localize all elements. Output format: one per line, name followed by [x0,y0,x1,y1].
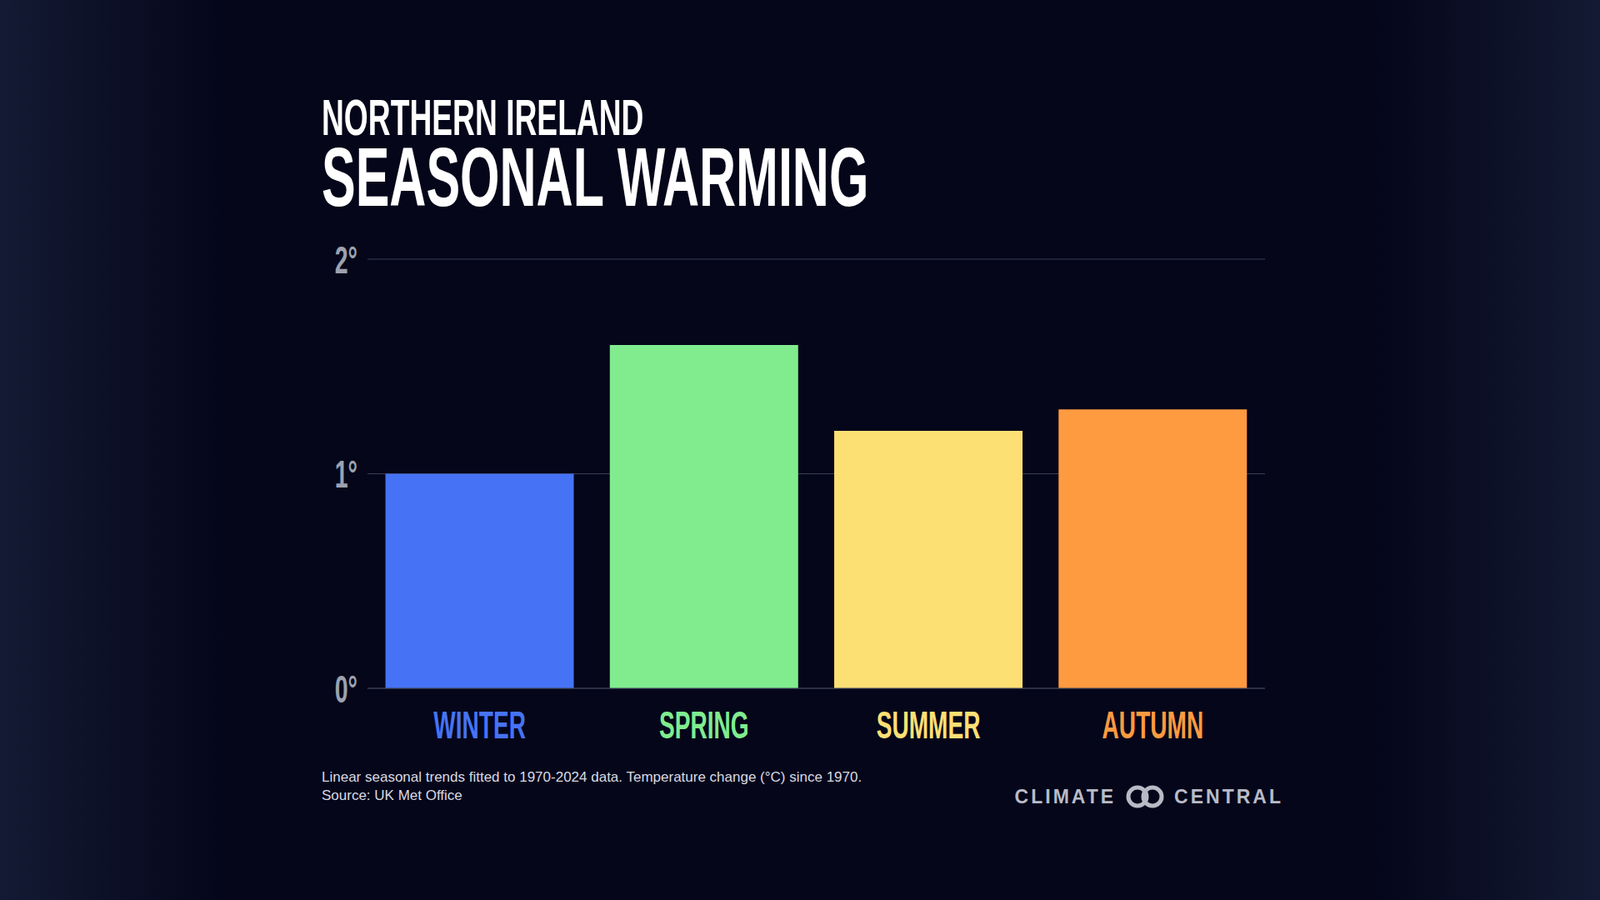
html-text:Source: UK Met Office: Source: UK Met Office [321,787,463,804]
svg-text:1°: 1° [335,452,358,496]
html-text:CLIMATE: CLIMATE [1014,785,1116,808]
svg-text:0°: 0° [335,666,358,710]
html-text:NORTHERN IRELAND: NORTHERN IRELAND [321,88,644,146]
html-text:SEASONAL WARMING: SEASONAL WARMING [321,130,869,224]
svg-text:SUMMER: SUMMER [876,704,981,747]
svg-text:2°: 2° [335,242,358,281]
html-text:Linear seasonal trends fitted: Linear seasonal trends fitted to 1970-20… [321,769,862,785]
svg-text:SPRING: SPRING [659,704,750,747]
svg-text:AUTUMN: AUTUMN [1102,704,1205,747]
svg-text:WINTER: WINTER [433,704,526,747]
html-text:CENTRAL: CENTRAL [1174,785,1284,808]
